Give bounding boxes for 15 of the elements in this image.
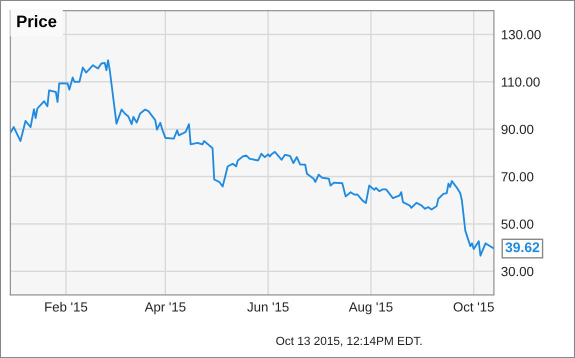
y-tick-label: 30.00	[501, 266, 534, 276]
chart-title: Price	[17, 15, 56, 28]
text: Oct 13 2015, 12:14PM EDT.	[276, 336, 422, 346]
x-tick-label: Apr '15	[144, 302, 186, 314]
x-tick-label: Jun '15	[247, 302, 289, 312]
y-tick-label: 50.00	[501, 219, 534, 229]
annotation: 39.62	[505, 242, 540, 252]
x-tick-label: Oct '15	[454, 302, 494, 312]
y-tick-label: 90.00	[501, 124, 534, 134]
x-tick-label: Feb '15	[45, 302, 88, 312]
y-tick-label: 70.00	[502, 172, 534, 182]
y-tick-label: 130.00	[502, 30, 541, 40]
y-tick-label: 110.00	[502, 77, 540, 87]
line-series	[10, 59, 494, 257]
x-tick-label: Aug '15	[348, 302, 393, 314]
